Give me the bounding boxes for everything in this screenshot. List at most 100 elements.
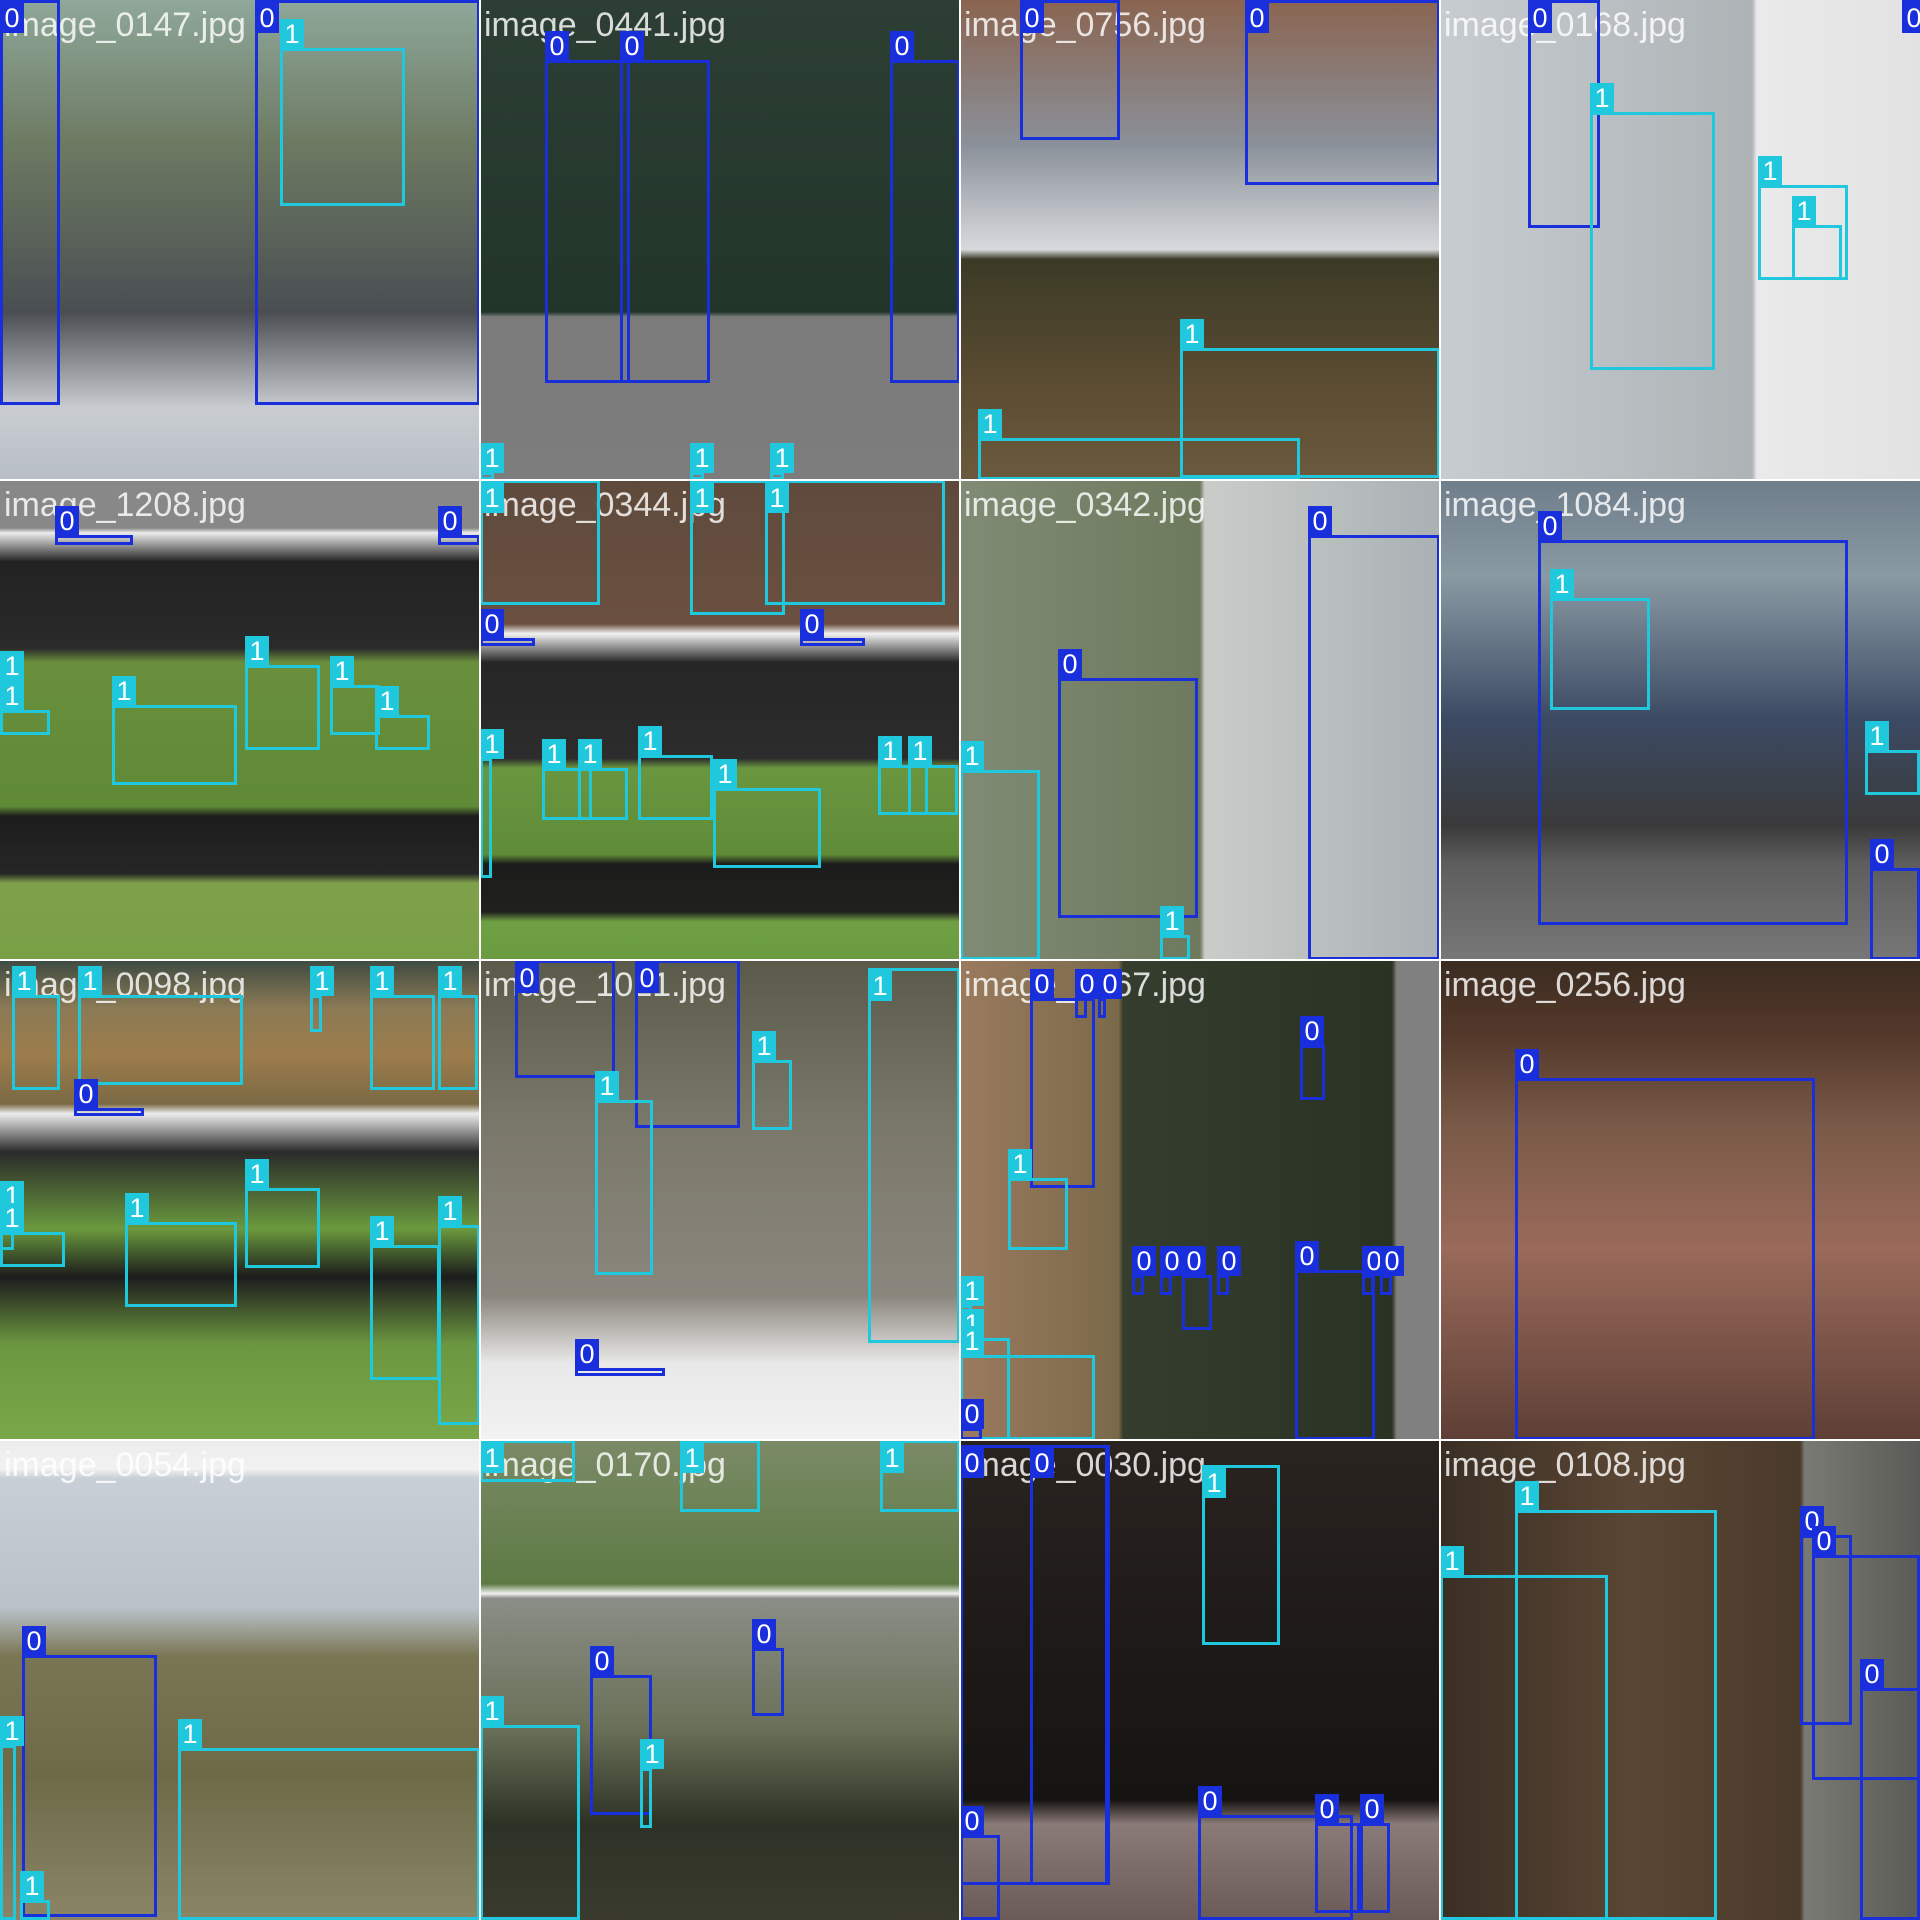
class-label: 1: [1160, 906, 1184, 936]
bounding-box: 0: [1812, 1526, 1920, 1780]
bounding-box: 1: [578, 739, 628, 820]
grid-divider: [0, 1439, 1920, 1441]
class-label: 0: [480, 609, 504, 639]
bounding-box: 1: [878, 736, 928, 815]
class-label: 0: [590, 1646, 614, 1676]
bounding-box: 0: [1198, 1786, 1353, 1920]
mosaic-tile: image_0168.jpg 0 0 1 1 1: [1440, 0, 1920, 480]
bounding-box: 0: [1245, 0, 1440, 185]
class-label: 1: [908, 736, 932, 766]
class-label: 1: [375, 686, 399, 716]
class-label: 0: [545, 31, 569, 61]
mosaic-tile: image_0756.jpg 0 0 1 1: [960, 0, 1440, 480]
class-label: 0: [1902, 3, 1920, 33]
class-label: 1: [370, 1216, 394, 1246]
class-label: 0: [1030, 1448, 1054, 1478]
bounding-box: 0: [960, 1806, 1000, 1920]
bounding-box: 0: [255, 0, 480, 405]
class-label: 1: [1550, 569, 1574, 599]
class-label: 0: [960, 1448, 984, 1478]
bounding-box: 0: [1132, 1246, 1156, 1295]
bounding-box: 1: [638, 726, 713, 820]
class-label: 0: [1812, 1526, 1836, 1556]
bounding-box: 1: [370, 1216, 440, 1380]
class-label: 1: [0, 681, 24, 711]
mosaic-tile: image_0441.jpg 0 0 0 1 1 1: [480, 0, 960, 480]
class-label: 0: [890, 31, 914, 61]
class-label: 0: [1300, 1016, 1324, 1046]
bounding-box: 1: [438, 1196, 480, 1425]
bounding-box: 0: [1538, 511, 1848, 925]
mosaic-tile: image_0098.jpg 1 1 1 1 1 0 1 1 1 1 1 1: [0, 960, 480, 1440]
bounding-box: 1: [978, 409, 1300, 480]
class-label: 0: [55, 506, 79, 536]
tile-filename: image_0256.jpg: [1444, 966, 1686, 1004]
mosaic-tile: image_0367.jpg0000100000001110: [960, 960, 1440, 1440]
class-label: 1: [480, 443, 504, 473]
bounding-box: 1: [280, 19, 405, 206]
class-label: 0: [22, 1626, 46, 1656]
bounding-box: 1: [1590, 83, 1715, 370]
class-label: 1: [280, 19, 304, 49]
class-label: 0: [0, 3, 24, 33]
tile-filename: image_0441.jpg: [484, 6, 726, 44]
class-label: 1: [20, 1871, 44, 1901]
bounding-box: 1: [480, 480, 600, 605]
mosaic-tile: image_0030.jpg 0 0 1 0 0 0 0: [960, 1440, 1440, 1920]
bounding-box: 1: [690, 443, 714, 480]
class-label: 1: [245, 636, 269, 666]
bounding-box: 1: [765, 480, 945, 605]
bounding-box: 1: [178, 1719, 480, 1920]
bounding-box: 0: [1160, 1246, 1184, 1295]
class-label: 1: [1515, 1481, 1539, 1511]
tile-filename: image_0147.jpg: [4, 6, 246, 44]
class-label: 1: [112, 676, 136, 706]
tile-filename: image_0054.jpg: [4, 1446, 246, 1484]
grid-divider: [1439, 0, 1441, 1920]
mosaic-tile: image_0147.jpg 0 0 1: [0, 0, 480, 480]
bounding-box: 0: [1020, 0, 1120, 140]
bounding-box: 1: [0, 1203, 65, 1267]
class-label: 0: [1020, 3, 1044, 33]
class-label: 1: [868, 971, 892, 1001]
class-label: 1: [960, 1276, 984, 1306]
bounding-box: 1: [713, 759, 821, 868]
tile-filename: image_0342.jpg: [964, 486, 1206, 524]
class-label: 1: [680, 1443, 704, 1473]
bounding-box: 1: [375, 686, 430, 750]
bounding-box: 0: [620, 31, 710, 383]
bounding-box: 1: [0, 1716, 24, 1920]
tile-filename: image_0168.jpg: [1444, 6, 1686, 44]
class-label: 1: [0, 1716, 24, 1746]
bounding-box: 0: [1098, 969, 1122, 1018]
bounding-box: 0: [1515, 1049, 1815, 1440]
class-label: 0: [752, 1619, 776, 1649]
bounding-box: 1: [245, 636, 320, 750]
mosaic-tile: image_0342.jpg 0 0 1 1: [960, 480, 1440, 960]
bounding-box: 0: [1315, 1794, 1360, 1913]
bounding-box: 1: [370, 966, 435, 1090]
bounding-box: 0: [545, 31, 630, 383]
bounding-box: 1: [1865, 721, 1920, 795]
bounding-box: 0: [1870, 839, 1920, 960]
tile-filename: image_0108.jpg: [1444, 1446, 1686, 1484]
class-label: 1: [310, 966, 334, 996]
mosaic-tile: image_0054.jpg 0 1 1 1: [0, 1440, 480, 1920]
class-label: 1: [0, 1203, 24, 1233]
bounding-box: 0: [752, 1619, 784, 1716]
class-label: 0: [438, 506, 462, 536]
class-label: 1: [595, 1071, 619, 1101]
class-label: 0: [1295, 1241, 1319, 1271]
bounding-box: 1: [12, 966, 60, 1090]
class-label: 1: [1590, 83, 1614, 113]
bounding-box: 0: [1030, 969, 1095, 1188]
bounding-box: 0: [0, 0, 60, 405]
bounding-box: 1: [438, 966, 478, 1090]
bounding-box: 0: [22, 1626, 157, 1917]
bounding-box: 1: [680, 1440, 760, 1512]
bounding-box: 1: [640, 1739, 664, 1828]
tile-filename: image_1208.jpg: [4, 486, 246, 524]
class-label: 1: [770, 443, 794, 473]
class-label: 1: [752, 1031, 776, 1061]
